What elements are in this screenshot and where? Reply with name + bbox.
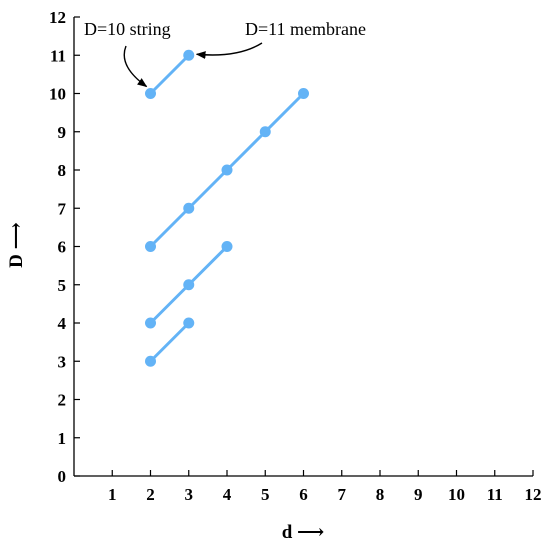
series-layer [145,49,309,367]
y-tick-label: 11 [50,46,66,65]
y-axis-title: D ⟶ [6,222,27,268]
data-point [145,241,156,252]
x-tick-label: 3 [185,485,194,504]
series-line [149,321,191,363]
data-point [183,317,195,329]
annotation-arrow [123,45,148,88]
y-tick-label: 0 [58,467,67,486]
data-point [183,49,195,61]
y-tick-label: 7 [58,199,67,218]
y-tick-label: 12 [49,8,66,27]
y-tick-label: 9 [58,123,67,142]
x-tick-label: 6 [299,485,308,504]
axes [73,17,533,477]
x-tick-label: 5 [261,485,270,504]
annotations: D=10 string D=11 membrane [84,19,366,88]
data-point [183,279,195,291]
annotation-label: D=10 string [84,19,171,39]
x-tick-label: 4 [223,485,232,504]
y-tick-label: 5 [58,276,67,295]
data-point [259,126,271,138]
x-tick-label: 12 [525,485,542,504]
x-tick-label: 11 [487,485,503,504]
annotation-label: D=11 membrane [245,19,366,39]
y-tick-label: 6 [58,238,67,257]
y-tick-label: 3 [58,352,67,371]
y-tick-label: 2 [58,391,67,410]
x-tick-label: 9 [414,485,423,504]
x-tick-label: 1 [108,485,117,504]
annotation-arrow [195,42,263,59]
y-tick-label: 4 [58,314,67,333]
data-point [145,317,156,329]
y-tick-label: 10 [49,85,66,104]
data-point [221,241,233,252]
series-line [149,53,191,95]
y-tick-label: 8 [58,161,67,180]
x-tick-label: 7 [338,485,347,504]
x-tick-label: 2 [146,485,155,504]
data-point [183,202,195,214]
x-axis-title: d ⟶ [282,522,325,543]
data-point [221,164,233,176]
y-tick-label: 1 [58,429,67,448]
data-point [145,88,156,99]
x-tick-label: 8 [376,485,385,504]
data-point [145,355,156,367]
data-point [298,88,309,99]
x-tick-label: 10 [448,485,465,504]
